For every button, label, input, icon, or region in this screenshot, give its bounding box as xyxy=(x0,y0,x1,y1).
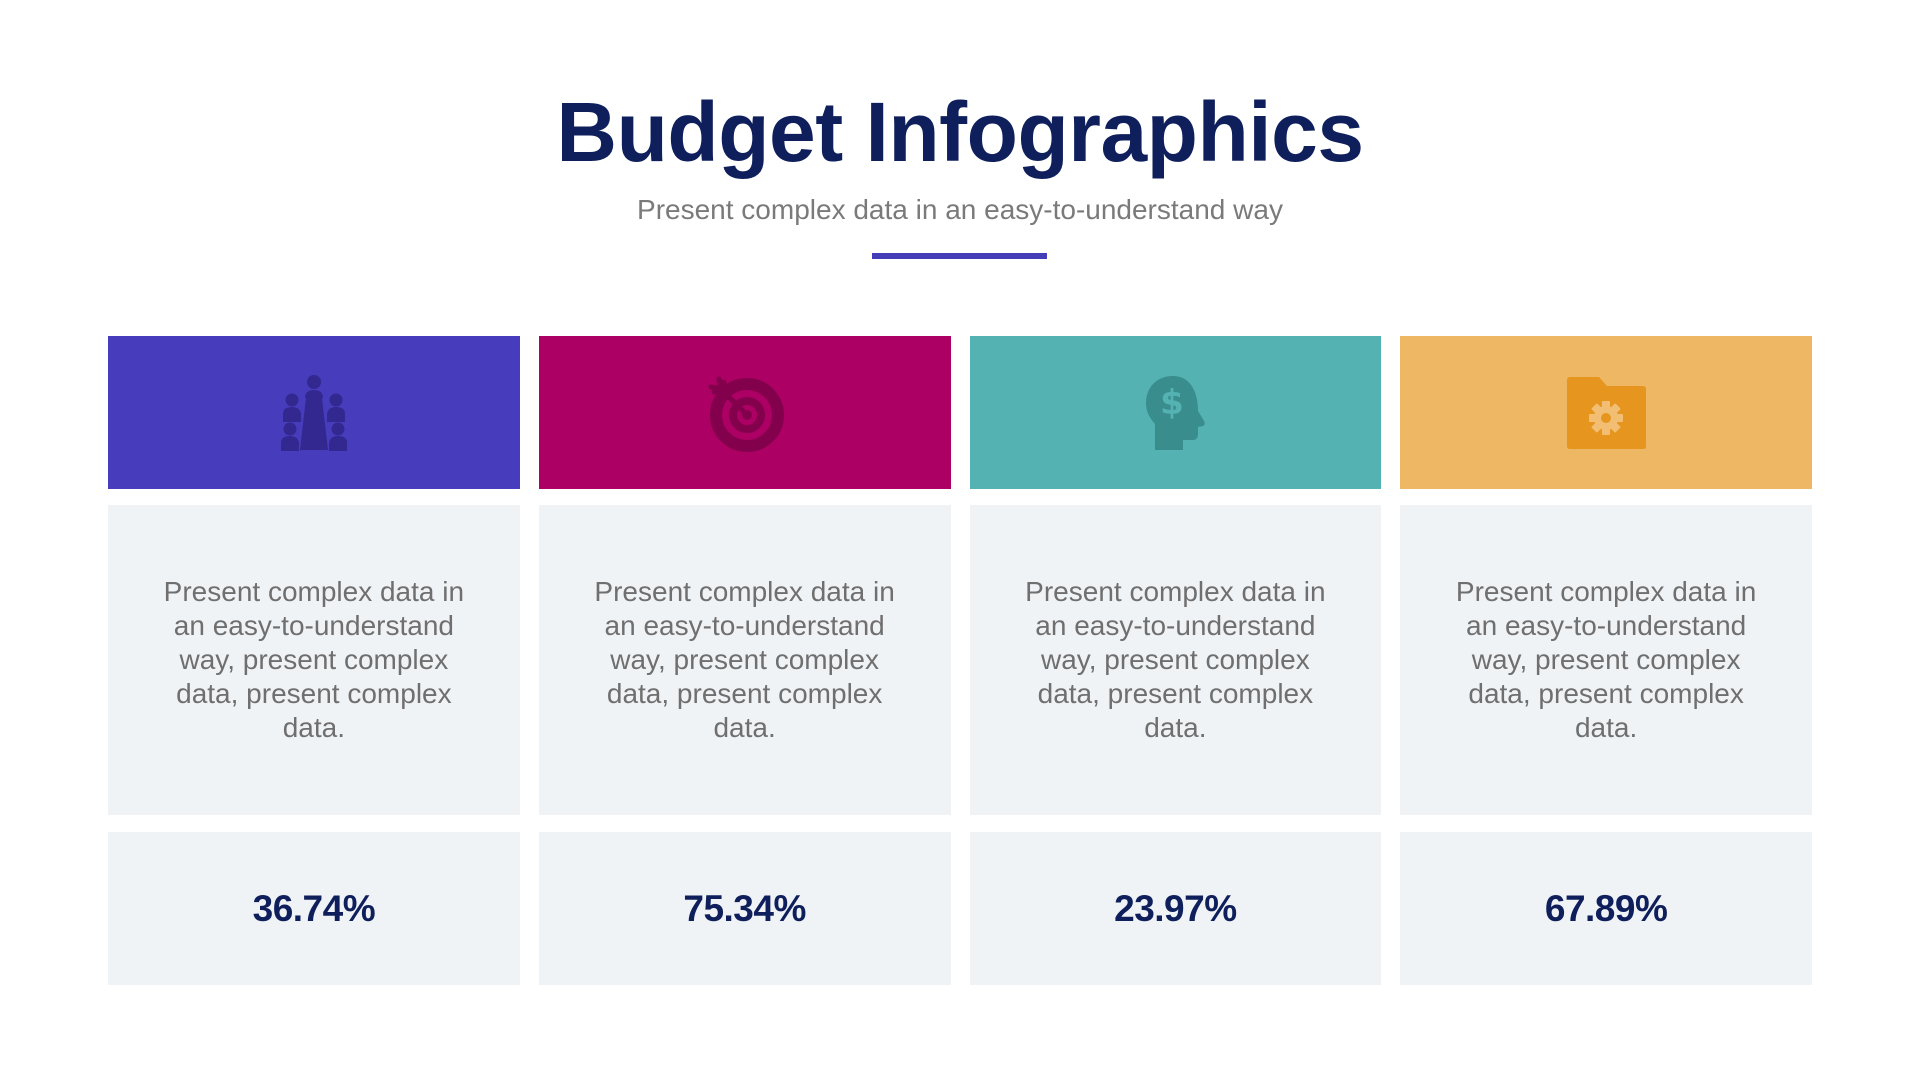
svg-text:$: $ xyxy=(1161,383,1185,423)
card-body-3: Present complex data in an easy-to-under… xyxy=(969,505,1382,815)
card-value-box-1: 36.74% xyxy=(108,832,520,985)
card-description: Present complex data in an easy-to-under… xyxy=(1025,576,1326,743)
page-title: Budget Infographics xyxy=(556,85,1364,179)
card-percentage: 75.34% xyxy=(683,887,806,929)
card-header-1 xyxy=(108,336,520,489)
card-description: Present complex data in an easy-to-under… xyxy=(163,576,465,743)
card-header-2 xyxy=(538,336,951,489)
budget-card-1: Present complex data in an easy-to-under… xyxy=(108,336,520,985)
card-body-2: Present complex data in an easy-to-under… xyxy=(538,505,951,815)
card-value-box-2: 75.34% xyxy=(538,832,951,985)
card-header-4 xyxy=(1400,336,1812,489)
folder-gear-icon xyxy=(1565,376,1647,450)
card-percentage: 36.74% xyxy=(252,887,376,929)
budget-card-3: $ Present complex data in an easy-to-und… xyxy=(969,336,1382,985)
budget-card-4: Present complex data in an easy-to-under… xyxy=(1400,336,1812,985)
budget-card-2: Present complex data in an easy-to-under… xyxy=(538,336,951,985)
card-value-box-4: 67.89% xyxy=(1400,832,1812,985)
card-description: Present complex data in an easy-to-under… xyxy=(1455,576,1757,743)
card-body-1: Present complex data in an easy-to-under… xyxy=(108,505,520,815)
page-subtitle: Present complex data in an easy-to-under… xyxy=(637,194,1283,225)
target-icon xyxy=(705,373,785,453)
budget-cards-row: Present complex data in an easy-to-under… xyxy=(108,336,1812,985)
card-percentage: 23.97% xyxy=(1114,887,1237,929)
card-description: Present complex data in an easy-to-under… xyxy=(594,576,895,743)
meeting-table-icon xyxy=(276,374,352,452)
head-dollar-icon: $ xyxy=(1143,374,1207,452)
title-underline-divider xyxy=(872,253,1047,259)
card-value-box-3: 23.97% xyxy=(969,832,1382,985)
card-percentage: 67.89% xyxy=(1544,887,1668,929)
card-body-4: Present complex data in an easy-to-under… xyxy=(1400,505,1812,815)
card-header-3: $ xyxy=(969,336,1382,489)
